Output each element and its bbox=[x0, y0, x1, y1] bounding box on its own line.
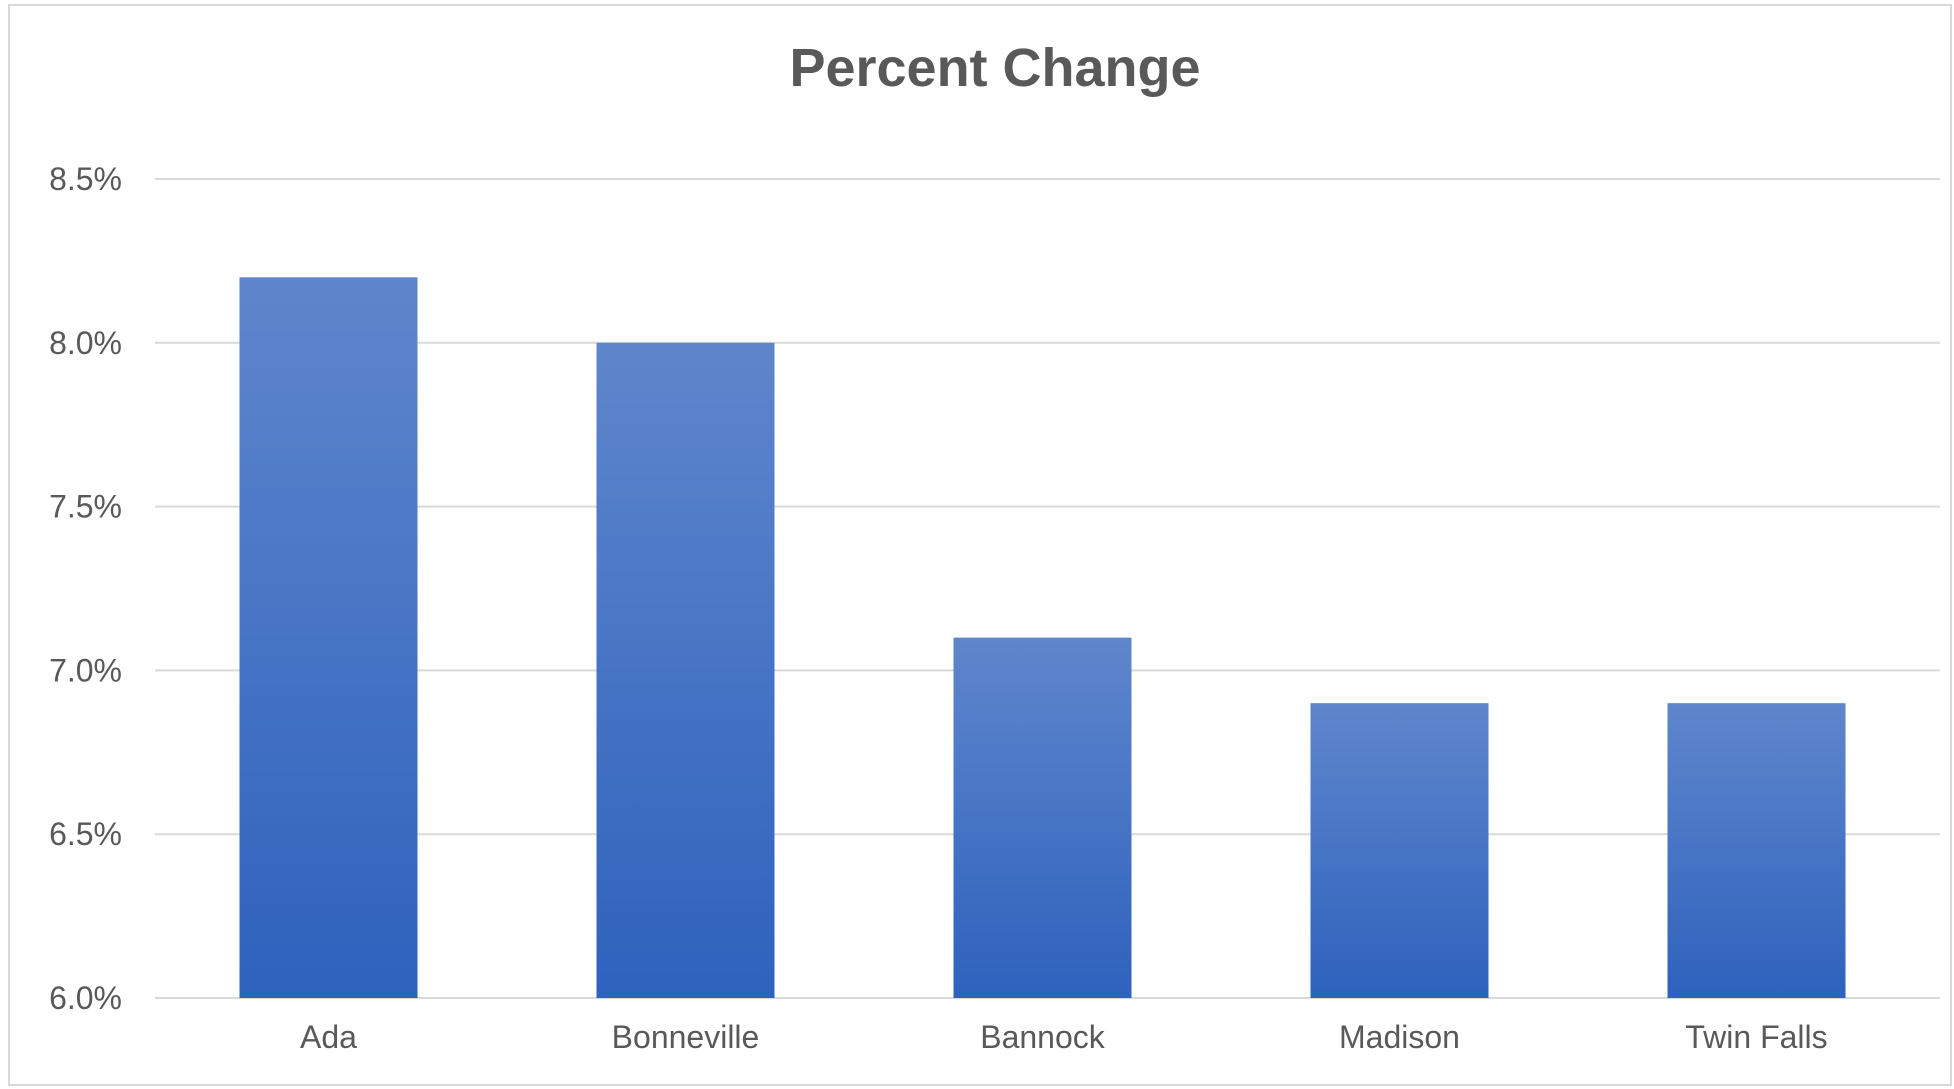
x-tick-label: Bannock bbox=[980, 1019, 1106, 1055]
bar-bannock bbox=[953, 637, 1132, 998]
x-tick-label: Twin Falls bbox=[1685, 1019, 1827, 1055]
x-tick-label: Madison bbox=[1339, 1019, 1460, 1055]
bars bbox=[239, 277, 1846, 998]
y-tick-label: 7.0% bbox=[49, 652, 122, 688]
y-tick-label: 7.5% bbox=[49, 489, 122, 525]
x-axis-ticks: Ada Bonneville Bannock Madison Twin Falls bbox=[300, 1019, 1828, 1055]
y-tick-label: 6.5% bbox=[49, 816, 122, 852]
y-tick-label: 8.5% bbox=[49, 161, 122, 197]
y-tick-label: 8.0% bbox=[49, 325, 122, 361]
y-axis-ticks: 6.0% 6.5% 7.0% 7.5% 8.0% 8.5% bbox=[49, 161, 122, 1016]
bar-bonneville bbox=[596, 342, 775, 998]
y-tick-label: 6.0% bbox=[49, 980, 122, 1016]
bar-ada bbox=[239, 277, 418, 998]
x-tick-label: Ada bbox=[300, 1019, 357, 1055]
bar-madison bbox=[1310, 703, 1489, 998]
bar-twin-falls bbox=[1667, 703, 1846, 998]
chart-title: Percent Change bbox=[789, 38, 1200, 98]
x-tick-label: Bonneville bbox=[612, 1019, 760, 1055]
bar-chart: Percent Change 6.0%6.5%7.0%7.5%8.0%8.5% … bbox=[49, 38, 1940, 1055]
chart-frame: Percent Change 6.0% 6.5% 7.0% 7.5% 8.0% 8.5% … bbox=[8, 4, 1952, 1086]
